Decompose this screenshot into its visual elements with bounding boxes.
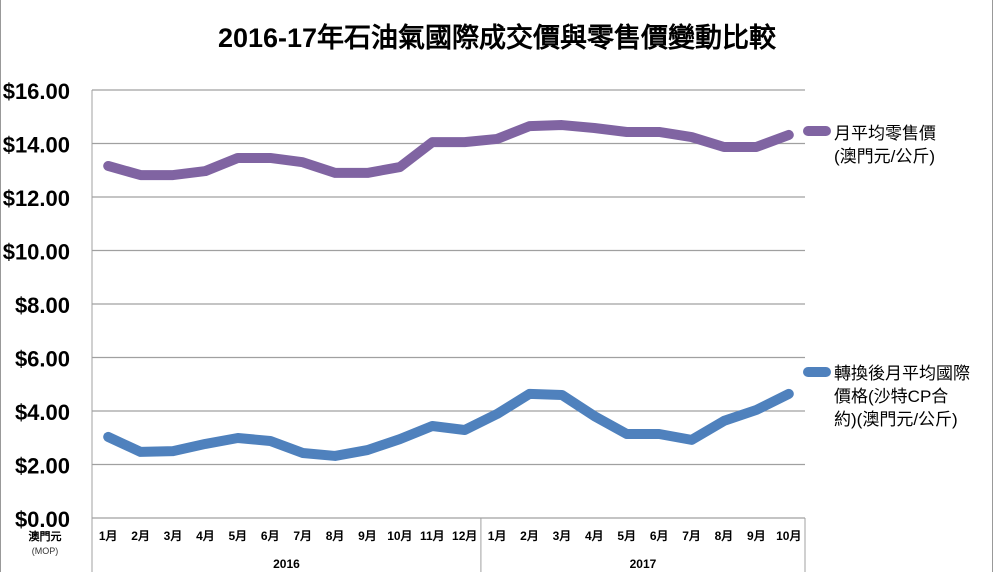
y-axis-sublabel: (MOP) bbox=[32, 546, 59, 556]
y-tick-label: $10.00 bbox=[3, 240, 70, 265]
x-tick-label: 2月 bbox=[131, 529, 150, 543]
x-tick-label: 11月 bbox=[420, 529, 445, 543]
x-tick-label: 3月 bbox=[553, 529, 572, 543]
legend-line: 約)(澳門元/公斤) bbox=[834, 410, 958, 429]
x-tick-label: 10月 bbox=[387, 529, 412, 543]
x-tick-label: 4月 bbox=[196, 529, 215, 543]
x-tick-label: 8月 bbox=[326, 529, 345, 543]
legend-retail: 月平均零售價 (澳門元/公斤) bbox=[834, 122, 936, 168]
x-tick-label: 1月 bbox=[99, 529, 118, 543]
y-tick-label: $16.00 bbox=[3, 79, 70, 104]
x-group-label: 2016 bbox=[273, 557, 300, 571]
series-line-1 bbox=[103, 388, 794, 461]
x-tick-label: 10月 bbox=[776, 529, 801, 543]
x-tick-label: 6月 bbox=[261, 529, 280, 543]
y-tick-label: $2.00 bbox=[15, 454, 70, 479]
x-tick-label: 2月 bbox=[520, 529, 539, 543]
x-tick-label: 1月 bbox=[488, 529, 507, 543]
y-tick-label: $6.00 bbox=[15, 347, 70, 372]
y-tick-label: $12.00 bbox=[3, 186, 70, 211]
y-tick-label: $0.00 bbox=[15, 507, 70, 532]
y-tick-label: $14.00 bbox=[3, 133, 70, 158]
x-tick-label: 3月 bbox=[164, 529, 183, 543]
legend-line: (澳門元/公斤) bbox=[834, 147, 936, 166]
legend-intl: 轉換後月平均國際 價格(沙特CP合 約)(澳門元/公斤) bbox=[834, 362, 970, 431]
x-tick-label: 9月 bbox=[747, 529, 766, 543]
chart-title: 2016-17年石油氣國際成交價與零售價變動比較 bbox=[217, 23, 777, 53]
legend-line: 轉換後月平均國際 bbox=[834, 364, 970, 383]
x-tick-label: 7月 bbox=[293, 529, 312, 543]
legend-line: 價格(沙特CP合 bbox=[834, 387, 949, 406]
series-line-0 bbox=[103, 120, 794, 181]
x-tick-label: 7月 bbox=[682, 529, 701, 543]
x-tick-label: 6月 bbox=[650, 529, 669, 543]
legend-line: 月平均零售價 bbox=[834, 124, 936, 143]
x-tick-label: 12月 bbox=[452, 529, 477, 543]
y-tick-label: $4.00 bbox=[15, 400, 70, 425]
x-group-label: 2017 bbox=[630, 557, 657, 571]
x-tick-label: 8月 bbox=[715, 529, 734, 543]
x-tick-label: 5月 bbox=[617, 529, 636, 543]
x-tick-label: 4月 bbox=[585, 529, 604, 543]
y-tick-label: $8.00 bbox=[15, 293, 70, 318]
y-axis-label: 澳門元 bbox=[29, 529, 62, 543]
x-tick-label: 5月 bbox=[228, 529, 247, 543]
x-tick-label: 9月 bbox=[358, 529, 377, 543]
